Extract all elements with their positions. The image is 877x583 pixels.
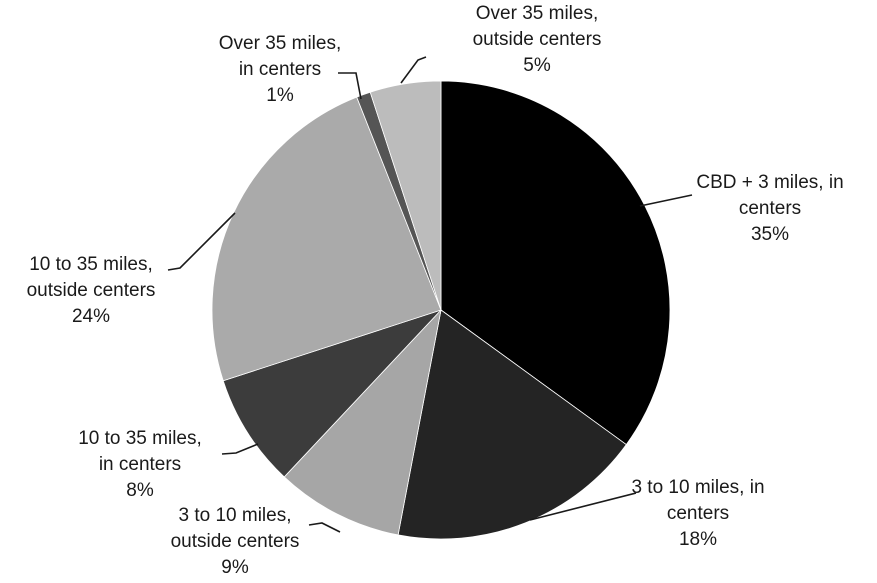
pie-slice: [222, 309, 442, 478]
slice-category-label: Over 35 miles,: [476, 3, 598, 24]
slice-label: 10 to 35 miles, in centers 8%: [78, 428, 202, 501]
leader-line: [167, 212, 236, 271]
slice-category-label: outside centers: [473, 29, 602, 50]
slice-category-label: outside centers: [27, 280, 156, 301]
pie-slices: [211, 80, 671, 540]
slice-category-label: 3 to 10 miles, in: [631, 477, 764, 498]
pie-slice: [397, 309, 627, 540]
slice-percent-label: 35%: [751, 224, 789, 245]
slice-category-label: centers: [667, 503, 729, 524]
slice-label: 3 to 10 miles, in centers 18%: [631, 477, 764, 550]
slice-category-label: in centers: [239, 59, 321, 80]
slice-category-label: CBD + 3 miles, in: [696, 172, 843, 193]
pie-slice: [283, 308, 442, 536]
slice-percent-label: 9%: [221, 557, 249, 578]
slice-category-label: outside centers: [171, 531, 300, 552]
leader-line: [529, 492, 637, 521]
leader-line: [221, 443, 259, 455]
slice-category-label: centers: [739, 198, 801, 219]
slice-category-label: Over 35 miles,: [219, 33, 341, 54]
slice-label: Over 35 miles, outside centers 5%: [473, 3, 602, 76]
leader-line: [400, 56, 427, 84]
leader-line: [308, 522, 341, 533]
slice-label: CBD + 3 miles, in centers 35%: [696, 172, 843, 245]
slice-category-label: 10 to 35 miles,: [29, 254, 153, 275]
slice-category-label: 10 to 35 miles,: [78, 428, 202, 449]
pie-slice: [440, 80, 671, 446]
pie-slice: [211, 96, 442, 382]
slice-percent-label: 5%: [523, 55, 551, 76]
pie-slice: [369, 80, 442, 311]
slice-percent-label: 8%: [126, 480, 154, 501]
slice-label: 10 to 35 miles, outside centers 24%: [27, 254, 156, 327]
slice-category-label: 3 to 10 miles,: [179, 505, 292, 526]
slice-percent-label: 24%: [72, 306, 110, 327]
slice-label: 3 to 10 miles, outside centers 9%: [171, 505, 300, 578]
pie-labels: CBD + 3 miles, in centers 35% 3 to 10 miles…: [27, 3, 844, 578]
slice-percent-label: 1%: [266, 85, 294, 106]
leader-line: [338, 72, 362, 100]
slice-percent-label: 18%: [679, 529, 717, 550]
slice-category-label: in centers: [99, 454, 181, 475]
slice-label: Over 35 miles, in centers 1%: [219, 33, 341, 106]
leader-line: [639, 194, 693, 207]
